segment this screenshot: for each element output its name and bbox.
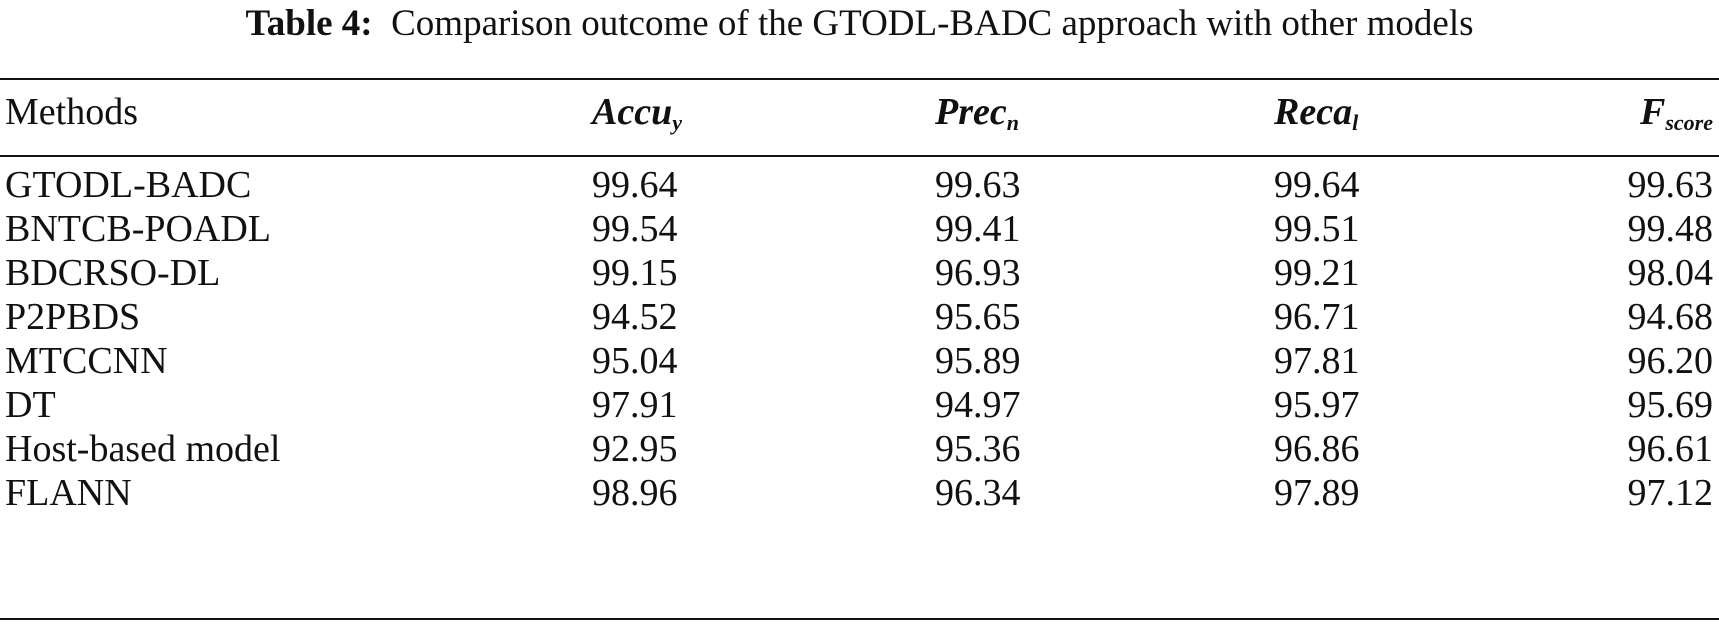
method-name: P2PBDS <box>5 296 141 338</box>
metric-value: 95.69 <box>1627 384 1714 426</box>
metric-value: 97.81 <box>1274 340 1360 382</box>
metric-value: 95.36 <box>935 428 1021 470</box>
caption-label: Table 4: <box>245 3 373 44</box>
bottom-rule <box>0 618 1719 620</box>
mid-rule <box>0 155 1719 157</box>
metric-value: 99.64 <box>592 164 678 206</box>
metric-value: 94.68 <box>1627 296 1714 338</box>
metric-value: 95.65 <box>935 296 1021 338</box>
metric-value: 94.52 <box>592 296 678 338</box>
metric-value: 96.34 <box>935 472 1021 514</box>
method-name: FLANN <box>5 472 132 514</box>
metric-value: 99.64 <box>1274 164 1360 206</box>
metric-value: 97.12 <box>1627 472 1714 514</box>
metric-value: 97.89 <box>1274 472 1360 514</box>
method-name: BNTCB-POADL <box>5 208 272 250</box>
metric-value: 96.71 <box>1274 296 1360 338</box>
method-name: MTCCNN <box>5 340 168 382</box>
metric-value: 98.04 <box>1627 252 1714 294</box>
metric-value: 95.97 <box>1274 384 1360 426</box>
header-subscript: y <box>672 110 682 135</box>
metric-value: 96.20 <box>1627 340 1714 382</box>
metric-value: 92.95 <box>592 428 678 470</box>
metric-value: 96.86 <box>1274 428 1360 470</box>
caption-text: Comparison outcome of the GTODL-BADC app… <box>391 3 1474 44</box>
method-name: DT <box>5 384 56 426</box>
metric-value: 99.63 <box>935 164 1021 206</box>
metric-value: 96.93 <box>935 252 1021 294</box>
header-cell: Fscore <box>1640 90 1713 145</box>
metric-value: 99.63 <box>1627 164 1714 206</box>
header-cell: Accuy <box>592 90 682 145</box>
header-text: Reca <box>1274 91 1353 133</box>
header-text: Prec <box>935 91 1007 133</box>
metric-value: 99.41 <box>935 208 1021 250</box>
metric-value: 99.54 <box>592 208 678 250</box>
header-cell: Methods <box>5 90 138 134</box>
header-text: F <box>1639 91 1666 133</box>
header-subscript: l <box>1352 110 1359 135</box>
method-name: GTODL-BADC <box>5 164 252 206</box>
metric-value: 97.91 <box>592 384 678 426</box>
header-subscript: n <box>1006 110 1019 135</box>
metric-value: 94.97 <box>935 384 1021 426</box>
method-name: Host-based model <box>5 428 281 470</box>
header-subscript: score <box>1665 110 1713 135</box>
caption: Table 4: Comparison outcome of the GTODL… <box>0 2 1719 46</box>
method-name: BDCRSO-DL <box>5 252 221 294</box>
header-text: Methods <box>5 91 138 133</box>
header-cell: Recal <box>1274 90 1358 145</box>
header-cell: Precn <box>935 90 1019 145</box>
metric-value: 95.04 <box>592 340 678 382</box>
metric-value: 99.48 <box>1627 208 1714 250</box>
metric-value: 95.89 <box>935 340 1021 382</box>
metric-value: 99.51 <box>1274 208 1360 250</box>
metric-value: 99.15 <box>592 252 678 294</box>
metric-value: 96.61 <box>1627 428 1714 470</box>
header-text: Accu <box>592 91 673 133</box>
metric-value: 99.21 <box>1274 252 1360 294</box>
metric-value: 98.96 <box>592 472 678 514</box>
top-rule <box>0 78 1719 80</box>
